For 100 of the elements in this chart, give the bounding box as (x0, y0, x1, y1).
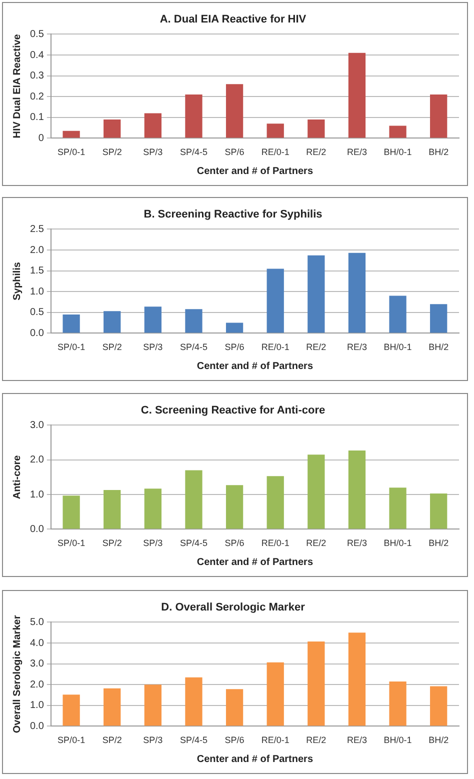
chart-title: C. Screening Reactive for Anti-core (140, 404, 326, 417)
y-tick-label: 0.0 (30, 524, 44, 535)
bar (62, 694, 80, 726)
y-tick-label: 0.2 (30, 91, 44, 102)
y-tick-label: 0.4 (30, 50, 44, 61)
y-tick-label: 0.0 (30, 720, 44, 732)
x-tick-label: SP/3 (143, 735, 163, 746)
x-tick-label: BH/2 (428, 538, 449, 548)
bar (226, 322, 244, 333)
x-tick-label: BH/0-1 (384, 342, 412, 352)
y-tick-label: 0.0 (30, 328, 44, 339)
x-tick-label: SP/3 (143, 147, 163, 158)
bar (389, 681, 406, 726)
x-axis-title: Center and # of Partners (196, 556, 314, 568)
x-tick-label: RE/0-1 (261, 342, 290, 352)
bar (266, 124, 284, 138)
x-tick-label: SP/0-1 (58, 147, 86, 158)
bar (144, 113, 162, 138)
x-tick-label: SP/3 (143, 538, 163, 548)
bar (226, 689, 244, 726)
x-tick-label: SP/3 (143, 342, 163, 352)
x-tick-label: RE/3 (346, 538, 367, 548)
y-tick-label: 0.3 (30, 70, 44, 82)
x-tick-label: SP/6 (224, 342, 244, 352)
y-tick-label: 2.0 (30, 454, 44, 466)
y-tick-label: 1.5 (30, 266, 44, 277)
x-tick-label: BH/2 (428, 735, 449, 746)
bar (348, 450, 366, 529)
bar (185, 677, 202, 726)
y-tick-label: 0.5 (30, 307, 44, 318)
chart-title: B. Screening Reactive for Syphilis (144, 208, 322, 221)
bar (62, 130, 80, 138)
bar (266, 476, 284, 529)
bar (430, 686, 448, 726)
y-tick-label: 4.0 (30, 638, 44, 649)
x-tick-label: SP/6 (224, 147, 244, 158)
y-tick-label: 5.0 (30, 616, 44, 628)
bar (308, 642, 325, 726)
bar (144, 306, 162, 333)
y-axis-title: Anti-core (12, 454, 23, 500)
x-tick-label: BH/0-1 (384, 538, 412, 548)
y-axis-title: Overall Serologic Marker (12, 615, 23, 734)
x-axis-title: Center and # of Partners (196, 754, 314, 765)
y-tick-label: 0 (38, 132, 44, 144)
y-tick-label: 0.1 (30, 112, 44, 124)
x-tick-label: RE/2 (306, 538, 326, 548)
x-tick-label: RE/3 (346, 147, 367, 158)
bar (62, 496, 80, 529)
bar (308, 119, 325, 138)
bar (185, 309, 202, 333)
x-tick-label: SP/2 (102, 342, 122, 352)
bar (62, 314, 80, 333)
y-tick-label: 3.0 (30, 658, 44, 670)
bar (266, 268, 284, 333)
x-tick-label: SP/0-1 (58, 735, 86, 746)
x-tick-label: SP/0-1 (58, 538, 86, 548)
x-tick-label: SP/2 (102, 147, 122, 158)
x-tick-label: SP/2 (102, 735, 122, 746)
x-tick-label: SP/2 (102, 538, 122, 548)
bar (430, 304, 448, 333)
bar (144, 488, 162, 529)
bar (104, 311, 121, 333)
chart-title: D. Overall Serologic Marker (161, 602, 306, 614)
bar (348, 632, 366, 726)
x-tick-label: RE/0-1 (261, 735, 290, 746)
x-axis-title: Center and # of Partners (196, 360, 314, 372)
x-tick-label: SP/4-5 (180, 538, 208, 548)
x-tick-label: RE/0-1 (261, 147, 290, 158)
bar (389, 488, 406, 529)
y-tick-label: 0.5 (30, 28, 44, 40)
bar (348, 52, 366, 138)
x-tick-label: SP/6 (224, 735, 244, 746)
y-tick-label: 2.0 (30, 244, 44, 256)
x-tick-label: SP/4-5 (180, 342, 208, 352)
bar (430, 493, 448, 529)
y-tick-label: 2.5 (30, 224, 44, 235)
bar (430, 94, 448, 138)
x-tick-label: RE/0-1 (261, 538, 290, 548)
y-tick-label: 1.0 (30, 489, 44, 500)
bar (104, 688, 121, 726)
x-tick-label: SP/4-5 (180, 147, 208, 158)
bar (266, 662, 284, 726)
chart-title: A. Dual EIA Reactive for HIV (160, 14, 307, 26)
bar (226, 485, 244, 529)
bar (185, 94, 202, 138)
x-tick-label: BH/2 (428, 147, 449, 158)
bar (389, 126, 406, 138)
x-tick-label: SP/6 (224, 538, 244, 548)
x-tick-label: RE/2 (306, 735, 326, 746)
x-tick-label: RE/2 (306, 342, 326, 352)
x-tick-label: RE/2 (306, 147, 326, 158)
y-axis-title: HIV Dual EIA Reactive (12, 34, 23, 138)
bar (104, 119, 121, 138)
bar (104, 490, 121, 529)
x-tick-label: BH/0-1 (384, 735, 412, 746)
y-tick-label: 2.0 (30, 679, 44, 690)
x-tick-label: BH/2 (428, 342, 449, 352)
bar (185, 470, 202, 529)
x-tick-label: SP/0-1 (58, 342, 86, 352)
x-tick-label: RE/3 (346, 735, 367, 746)
